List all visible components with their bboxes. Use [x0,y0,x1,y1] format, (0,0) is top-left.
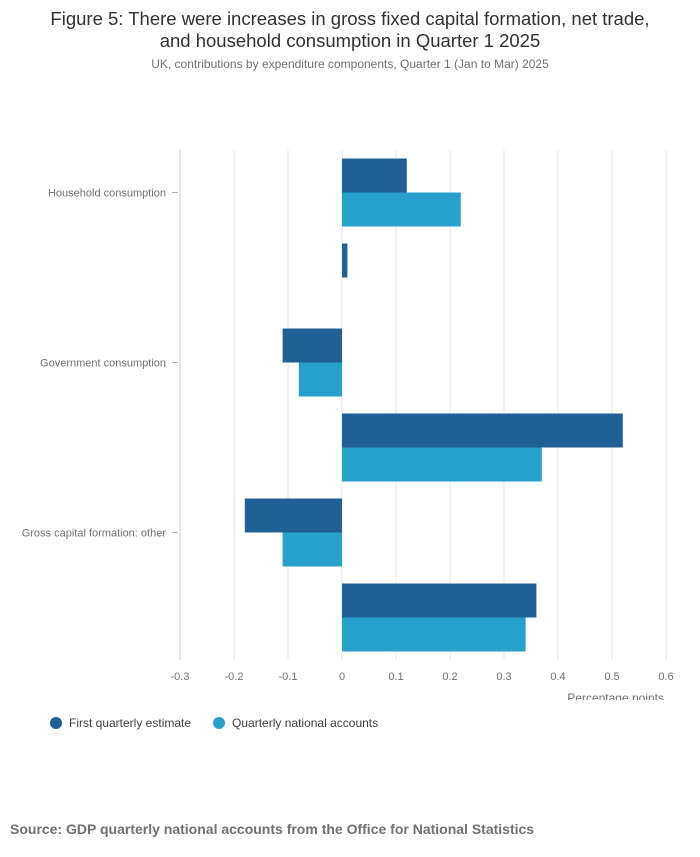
x-tick-label: 0 [339,671,345,683]
bar-national-accounts [342,617,526,652]
x-axis-title: Percentage points [567,691,664,700]
source-note: Source: GDP quarterly national accounts … [10,821,535,837]
bar-first-estimate [342,243,348,278]
bar-national-accounts [298,362,342,397]
x-tick-label: 0.3 [496,671,511,683]
bar-first-estimate [342,158,407,193]
x-tick-label: -0.3 [171,671,190,683]
legend-swatch-first-estimate [50,717,62,729]
bar-first-estimate [244,498,342,533]
chart-title-line2: and household consumption in Quarter 1 2… [159,30,541,51]
legend-item-national-accounts[interactable]: Quarterly national accounts [213,716,378,730]
bar-chart: -0.3 -0.2 -0.1 0 0.1 0.2 0.3 0.4 0.5 0.6 Household… [22,150,674,700]
x-tick-label: -0.1 [279,671,298,683]
legend-label-first-estimate: First quarterly estimate [69,716,192,730]
y-category-label: Household consumption [48,188,166,200]
chart-title-line1: Figure 5: There were increases in gross … [50,8,650,29]
bar-first-estimate [282,328,342,363]
legend-label-national-accounts: Quarterly national accounts [232,716,379,730]
x-tick-label: 0.4 [550,671,565,683]
x-tick-label: 0.1 [388,671,403,683]
bar-national-accounts [342,192,461,227]
x-tick-label: -0.2 [225,671,244,683]
bar-first-estimate [342,413,623,448]
chart-title: Figure 5: There were increases in gross … [0,8,700,52]
y-category-label: Government consumption [40,358,166,370]
bar-first-estimate [342,583,537,618]
x-tick-label: 0.6 [658,671,673,683]
legend: First quarterly estimate Quarterly natio… [50,716,400,730]
bar-national-accounts [342,447,542,482]
chart-subtitle: UK, contributions by expenditure compone… [151,57,549,71]
x-tick-label: 0.2 [442,671,457,683]
y-category-label: Gross capital formation: other [22,528,167,540]
legend-swatch-national-accounts [213,717,226,729]
legend-item-first-estimate[interactable]: First quarterly estimate [50,716,191,730]
x-tick-label: 0.5 [604,671,619,683]
bar-national-accounts [282,532,342,567]
